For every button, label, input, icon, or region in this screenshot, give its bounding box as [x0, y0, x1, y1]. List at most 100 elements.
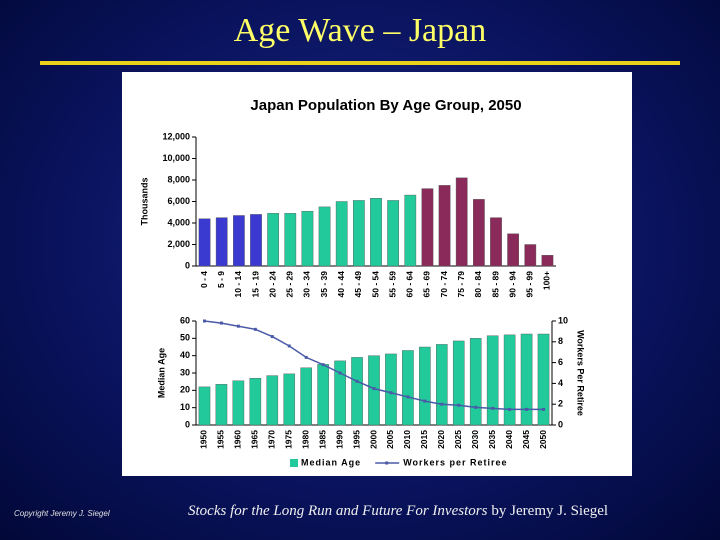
line-marker — [406, 395, 410, 399]
legend-label: Workers per Retiree — [403, 457, 507, 467]
x-tick-label: 1960 — [233, 430, 243, 449]
line-marker — [236, 324, 240, 328]
bar — [334, 360, 346, 426]
y-tick-label: 6,000 — [167, 196, 190, 206]
x-tick-label: 2035 — [487, 430, 497, 449]
x-tick-label: 1975 — [283, 430, 293, 449]
x-tick-label: 80 - 84 — [473, 271, 483, 298]
bar — [267, 213, 280, 267]
x-tick-label: 0 - 4 — [199, 271, 209, 288]
x-tick-label: 5 - 9 — [216, 271, 226, 288]
y-tick-label: 4,000 — [167, 217, 190, 227]
x-tick-label: 55 - 59 — [387, 271, 397, 298]
y-axis-label: Median Age — [156, 348, 166, 398]
bar — [198, 218, 211, 267]
x-tick-label: 65 - 69 — [422, 271, 432, 298]
bar — [284, 213, 297, 267]
bar — [266, 375, 279, 426]
legend-swatch — [385, 461, 389, 465]
bar — [473, 199, 485, 267]
bar — [249, 378, 262, 426]
y-tick-label: 12,000 — [162, 131, 190, 141]
x-tick-label: 2045 — [521, 430, 531, 449]
line-marker — [321, 363, 325, 367]
bar — [198, 386, 211, 426]
bar — [503, 334, 516, 426]
legend-swatch — [290, 459, 298, 467]
y-tick-label: 60 — [180, 315, 190, 325]
author: by Jeremy J. Siegel — [491, 503, 609, 519]
y-tick-label: 0 — [185, 260, 190, 270]
x-tick-label: 1970 — [267, 430, 277, 449]
line-marker — [287, 344, 291, 348]
bar — [469, 338, 482, 426]
line-marker — [372, 387, 376, 391]
bar — [215, 217, 228, 267]
x-tick-label: 60 - 64 — [405, 271, 415, 298]
bar — [317, 364, 329, 426]
legend-label: Median Age — [301, 457, 361, 467]
x-tick-label: 40 - 44 — [336, 271, 346, 298]
x-tick-label: 1980 — [300, 430, 310, 449]
line-marker — [491, 406, 495, 410]
bar — [421, 188, 434, 267]
chart-title: Japan Population By Age Group, 2050 — [250, 97, 521, 114]
slide-title: Age Wave – Japan — [233, 12, 487, 49]
book-title: Stocks for the Long Run and Future For I… — [188, 503, 488, 519]
x-tick-label: 10 - 14 — [233, 271, 243, 298]
y2-tick-label: 2 — [558, 399, 563, 409]
y-tick-label: 40 — [180, 350, 190, 360]
bar — [507, 233, 520, 267]
x-tick-label: 90 - 94 — [507, 271, 517, 298]
bar — [404, 194, 417, 267]
line-marker — [355, 379, 359, 383]
bar — [490, 217, 502, 267]
y-tick-label: 0 — [185, 419, 190, 429]
bar — [232, 215, 245, 267]
y-tick-label: 10,000 — [162, 153, 190, 163]
line-marker — [423, 399, 427, 403]
footer: Stocks for the Long Run and Future For I… — [188, 503, 608, 520]
x-tick-label: 100+ — [542, 271, 552, 290]
x-tick-label: 85 - 89 — [490, 271, 500, 298]
x-tick-label: 1995 — [351, 430, 361, 449]
bar — [250, 214, 262, 267]
y-tick-label: 30 — [180, 367, 190, 377]
y-axis-label: Thousands — [139, 177, 149, 225]
x-tick-label: 1955 — [216, 430, 226, 449]
bar — [301, 210, 314, 267]
line-marker — [219, 321, 223, 325]
bar — [232, 380, 245, 426]
x-tick-label: 30 - 34 — [302, 271, 312, 298]
bar — [215, 384, 228, 426]
y-tick-label: 20 — [180, 385, 190, 395]
bar — [352, 200, 365, 267]
bar — [351, 357, 363, 426]
bar — [387, 200, 400, 267]
bar — [335, 201, 348, 267]
line-marker — [304, 355, 308, 359]
bar — [486, 335, 499, 426]
line-marker — [389, 391, 393, 395]
x-tick-label: 2020 — [436, 430, 446, 449]
x-tick-label: 2025 — [453, 430, 463, 449]
y2-axis-label: Workers Per Retiree — [576, 330, 586, 416]
x-tick-label: 45 - 49 — [353, 271, 363, 298]
bar — [300, 367, 312, 426]
x-tick-label: 2010 — [402, 430, 412, 449]
y-tick-label: 2,000 — [167, 239, 190, 249]
y2-tick-label: 8 — [558, 336, 563, 346]
line-marker — [202, 319, 206, 323]
bar — [368, 355, 380, 426]
bar — [318, 206, 331, 267]
x-tick-label: 25 - 29 — [285, 271, 295, 298]
line-marker — [542, 407, 546, 411]
y2-tick-label: 0 — [558, 419, 563, 429]
y2-tick-label: 4 — [558, 378, 563, 388]
chart: Japan Population By Age Group, 2050 0 2,00… — [139, 97, 586, 467]
bar — [524, 244, 537, 267]
line-marker — [253, 327, 257, 331]
bar — [419, 346, 431, 426]
bar — [402, 350, 414, 426]
line-marker — [338, 371, 342, 375]
